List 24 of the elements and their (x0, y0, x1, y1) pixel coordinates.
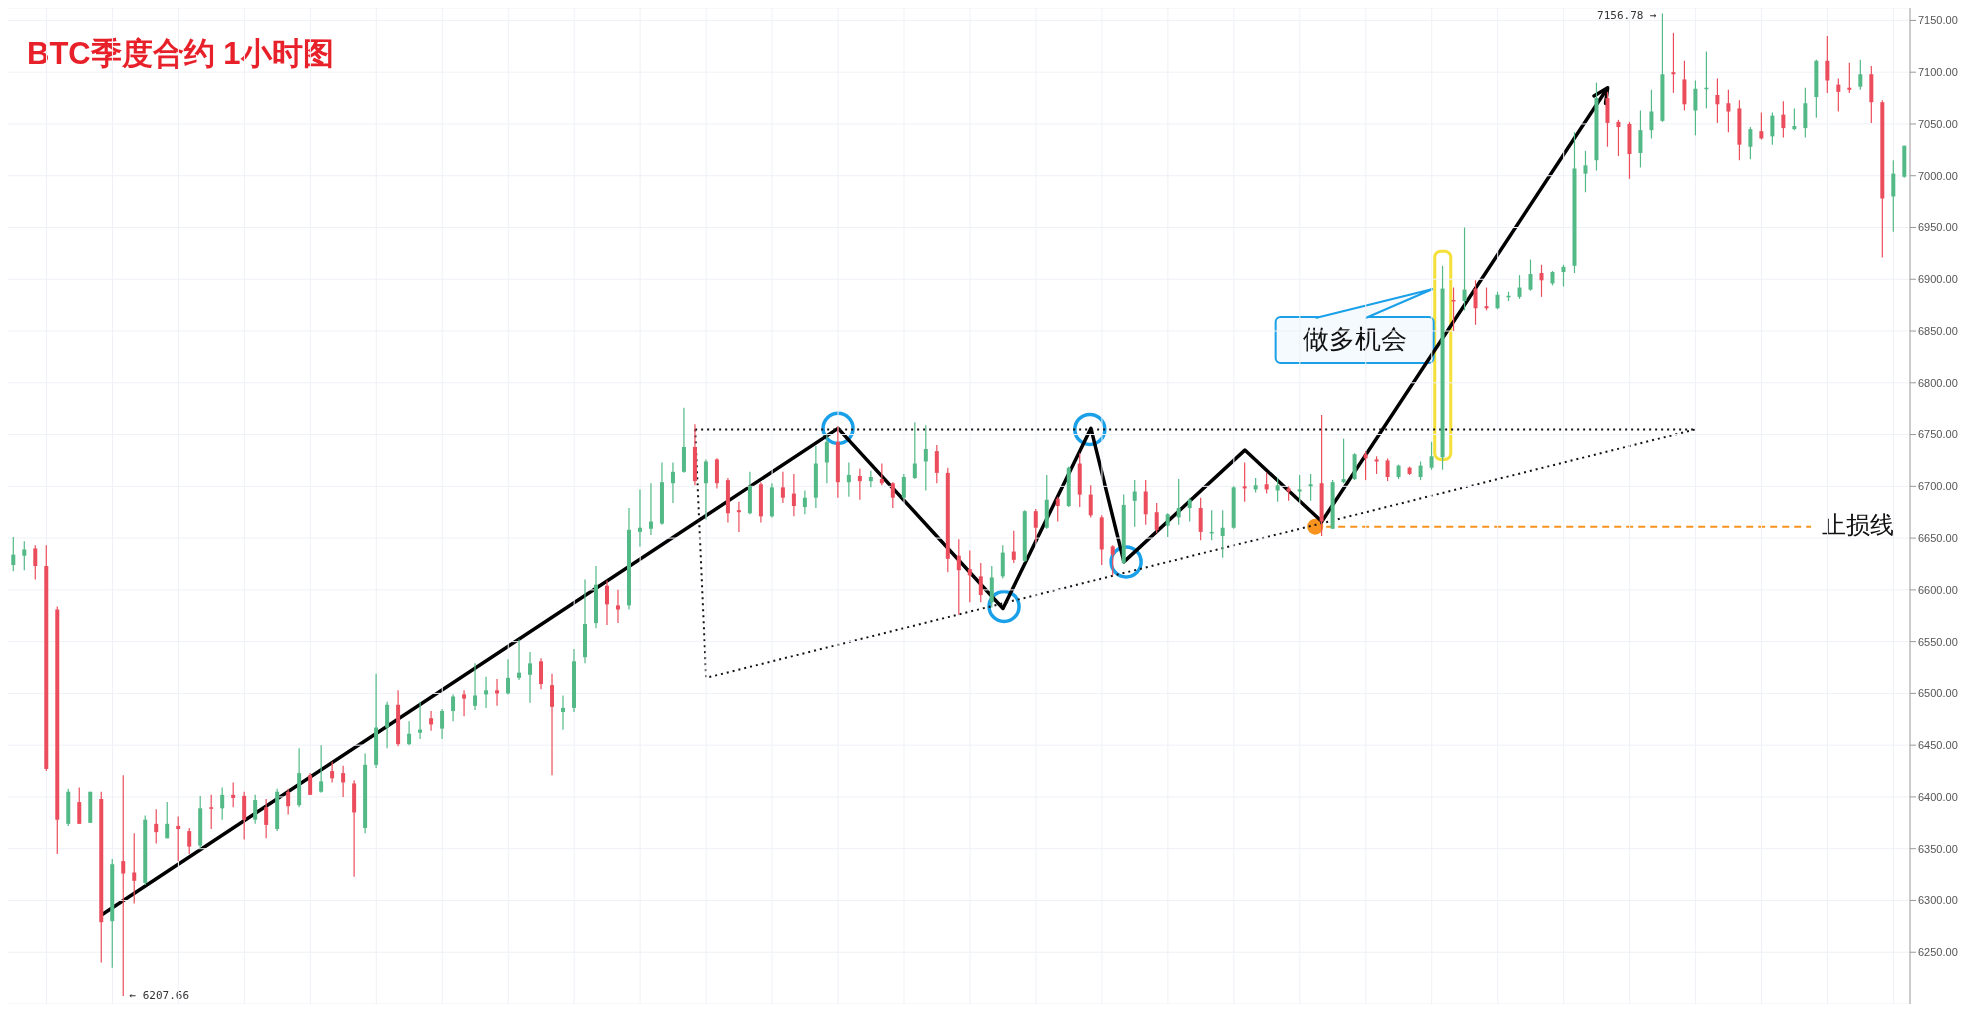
y-tick-label: 6350.00 (1918, 842, 1958, 855)
y-tick-label: 6400.00 (1918, 790, 1958, 803)
y-tick-label: 6500.00 (1918, 687, 1958, 700)
y-tick-label: 6550.00 (1918, 635, 1958, 648)
y-tick-label: 6800.00 (1918, 376, 1958, 389)
annotation: 做多机会 (1302, 323, 1407, 354)
y-tick-label: 6950.00 (1918, 221, 1958, 234)
y-tick-label: 6700.00 (1918, 480, 1958, 493)
annotation: ← 6207.66 (129, 989, 190, 1002)
y-tick-label: 6300.00 (1918, 894, 1958, 907)
y-tick-label: 6600.00 (1918, 583, 1958, 596)
y-tick-label: 7000.00 (1918, 169, 1958, 182)
y-tick-label: 7050.00 (1918, 117, 1958, 130)
y-tick-label: 7100.00 (1918, 66, 1958, 79)
y-tick-label: 6650.00 (1918, 532, 1958, 544)
y-tick-label: 6850.00 (1918, 324, 1958, 337)
ref-line-label: 止损线 (1822, 511, 1895, 539)
y-tick-label: 6750.00 (1918, 428, 1958, 441)
y-tick-label: 7150.00 (1918, 14, 1958, 27)
annotation: 7156.78 → (1597, 9, 1657, 22)
text: BTC季度合约 1小时图 (27, 36, 334, 71)
y-tick-label: 6250.00 (1918, 946, 1958, 959)
y-tick-label: 6900.00 (1918, 273, 1958, 286)
y-tick-label: 6450.00 (1918, 739, 1958, 752)
